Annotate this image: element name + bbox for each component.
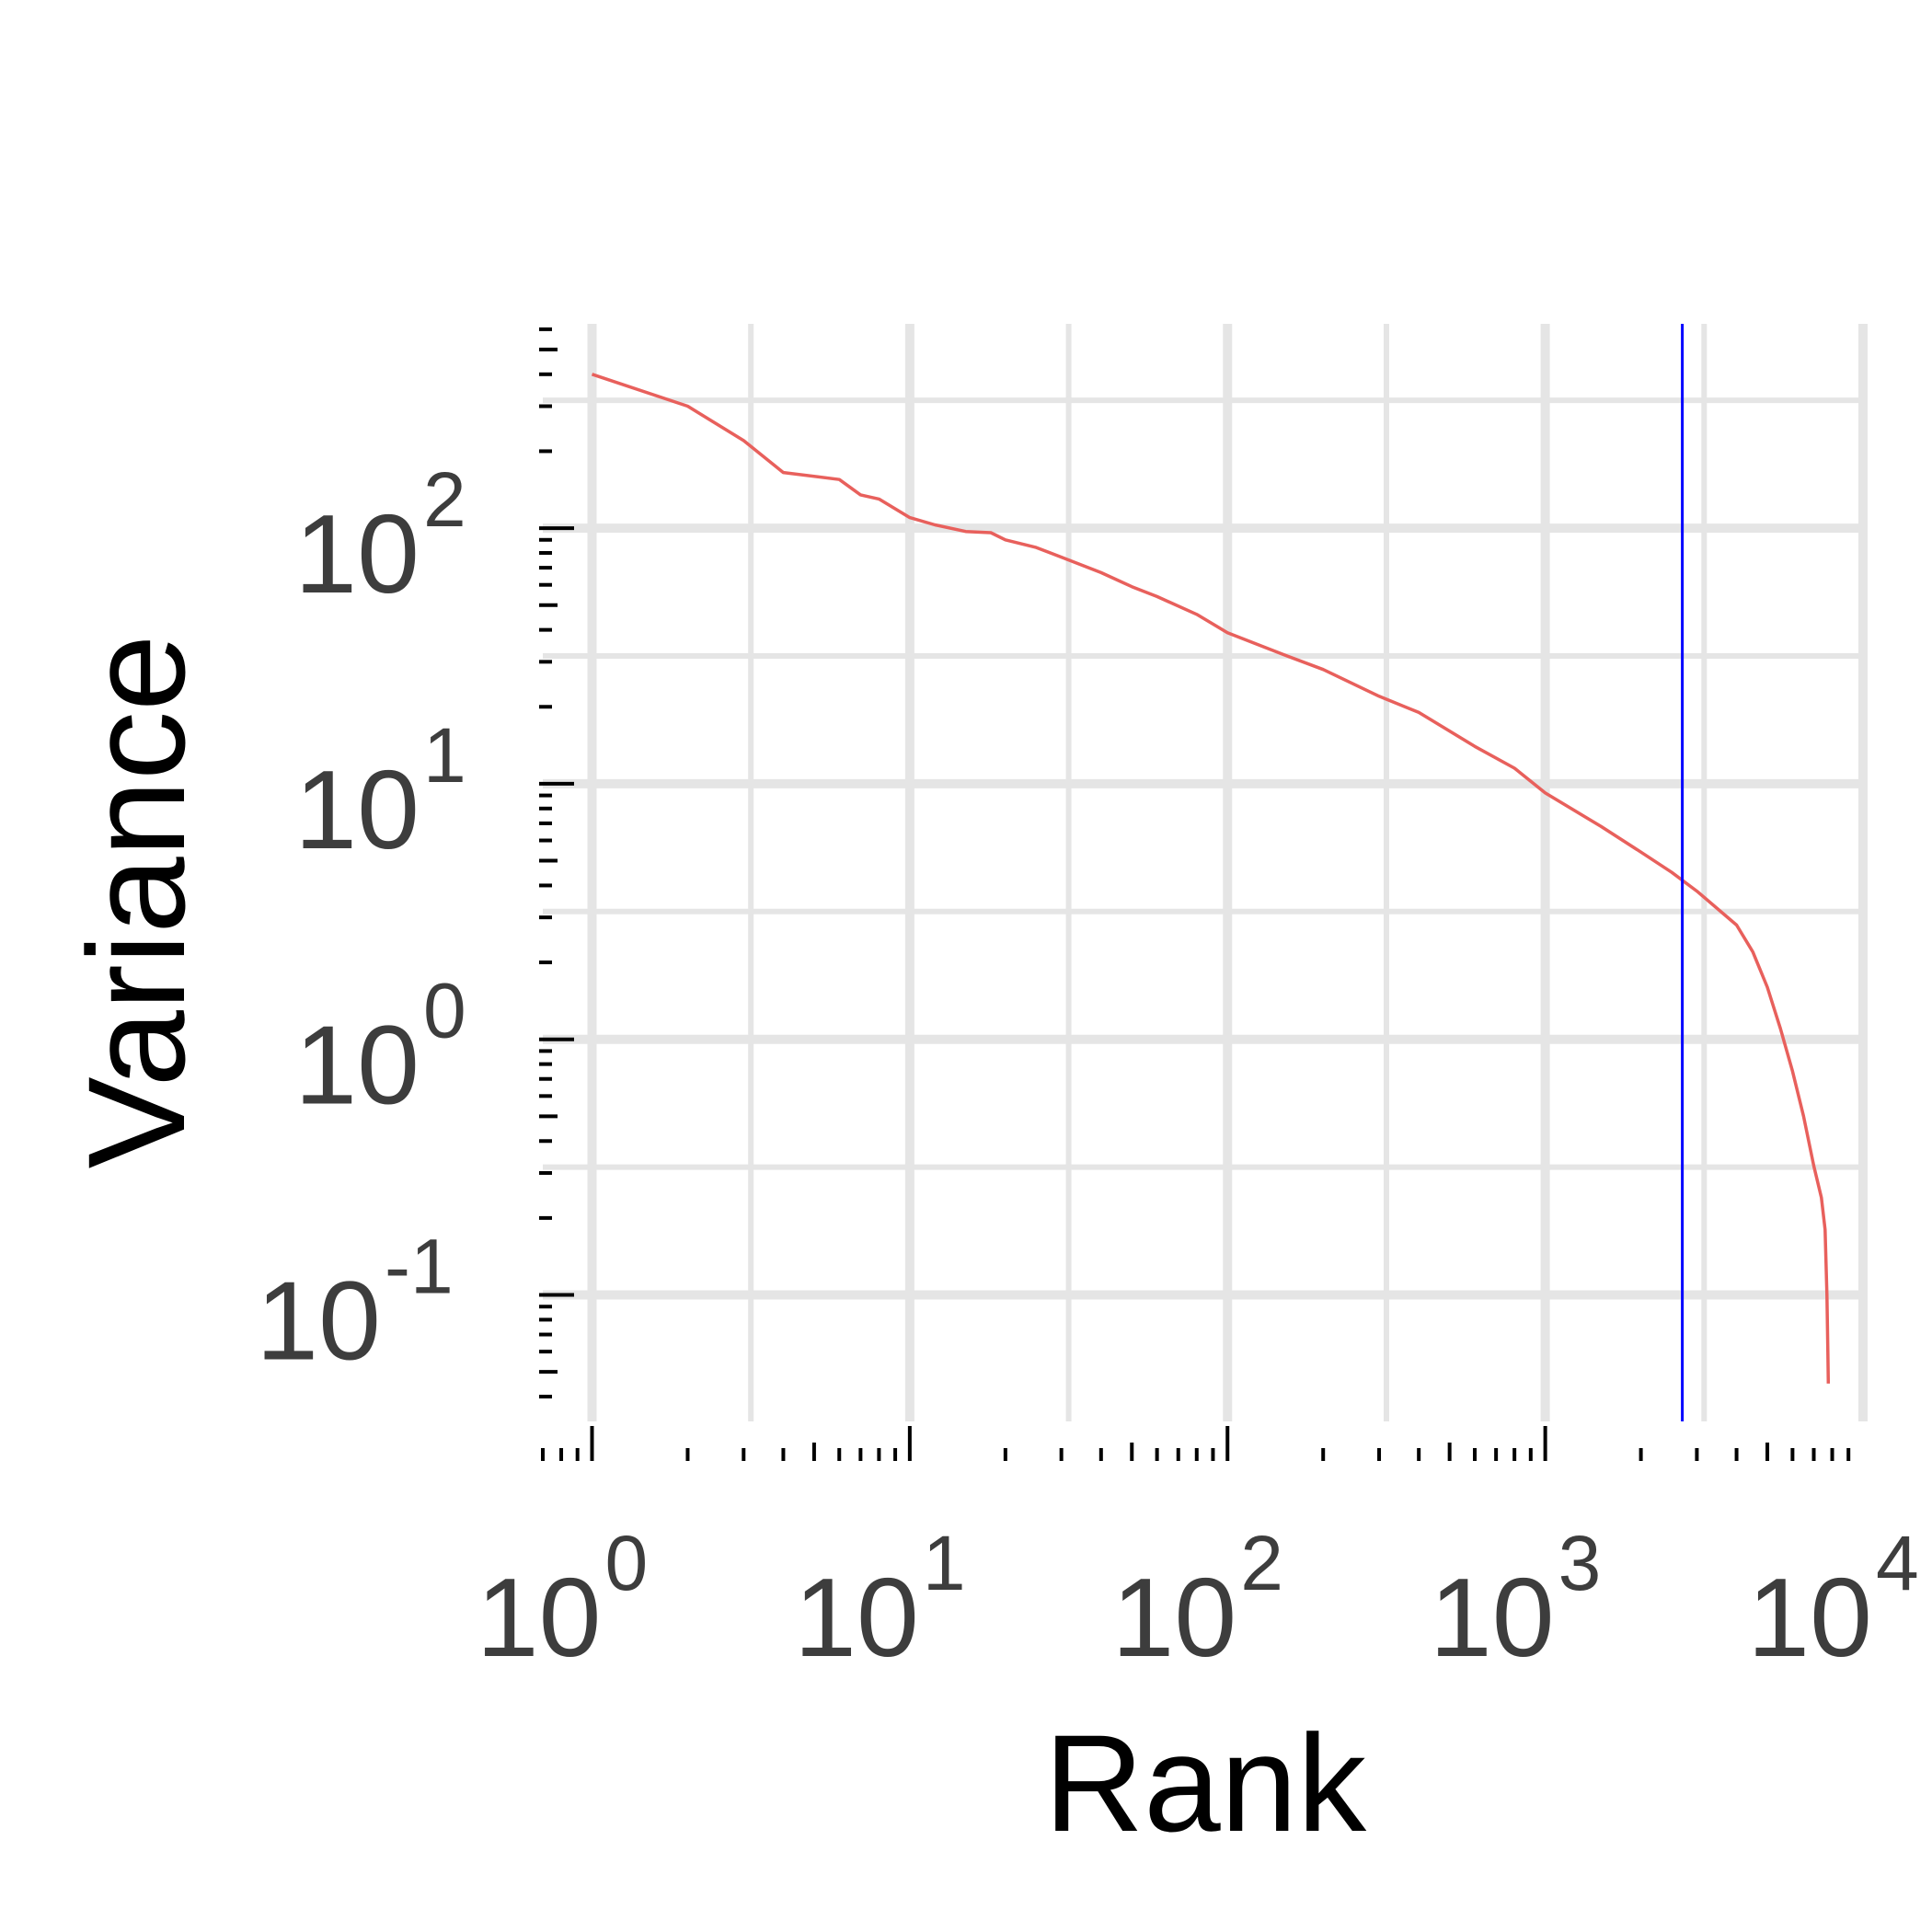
- y-tick-label-exponent: 1: [423, 712, 466, 799]
- x-tick-label-base: 10: [1430, 1555, 1555, 1680]
- x-tick-label-exponent: 3: [1558, 1520, 1602, 1606]
- y-tick-label-base: 10: [256, 1259, 381, 1384]
- x-tick-labels: 10 0 10 1 10 2 10 3 10 4: [477, 1520, 1919, 1680]
- series-line: [591, 373, 1831, 1384]
- y-tick-label: 10 2: [294, 456, 466, 616]
- y-tick-label: 10 1: [294, 712, 466, 872]
- x-axis-ticks: [541, 1426, 1851, 1461]
- x-tick-label-exponent: 2: [1240, 1520, 1283, 1606]
- x-tick-label: 10 1: [794, 1520, 965, 1680]
- y-tick-label: 10 0: [294, 968, 466, 1128]
- x-tick-label: 10 4: [1747, 1520, 1918, 1680]
- x-tick-label: 10 3: [1430, 1520, 1601, 1680]
- x-tick-label-base: 10: [477, 1555, 602, 1680]
- x-tick-label-base: 10: [1747, 1555, 1872, 1680]
- x-tick-label-exponent: 4: [1876, 1520, 1919, 1606]
- x-tick-label: 10 2: [1112, 1520, 1283, 1680]
- x-tick-label-exponent: 0: [604, 1520, 648, 1606]
- x-tick-label-base: 10: [1112, 1555, 1237, 1680]
- y-tick-label-exponent: -1: [385, 1224, 454, 1310]
- y-tick-label-base: 10: [294, 1003, 420, 1128]
- x-axis-title: Rank: [1044, 1706, 1367, 1860]
- y-tick-label-base: 10: [294, 747, 420, 872]
- y-tick-label-exponent: 2: [423, 456, 466, 543]
- y-tick-label-exponent: 0: [423, 968, 466, 1054]
- y-axis-ticks: [539, 327, 574, 1399]
- grid: [543, 324, 1868, 1421]
- y-tick-label: 10 -1: [256, 1224, 453, 1384]
- y-tick-label-base: 10: [294, 491, 420, 616]
- series-layer: [591, 373, 1831, 1384]
- x-tick-label-base: 10: [794, 1555, 919, 1680]
- x-tick-label: 10 0: [477, 1520, 648, 1680]
- x-tick-label-exponent: 1: [923, 1520, 966, 1606]
- y-axis-title: Variance: [59, 635, 213, 1169]
